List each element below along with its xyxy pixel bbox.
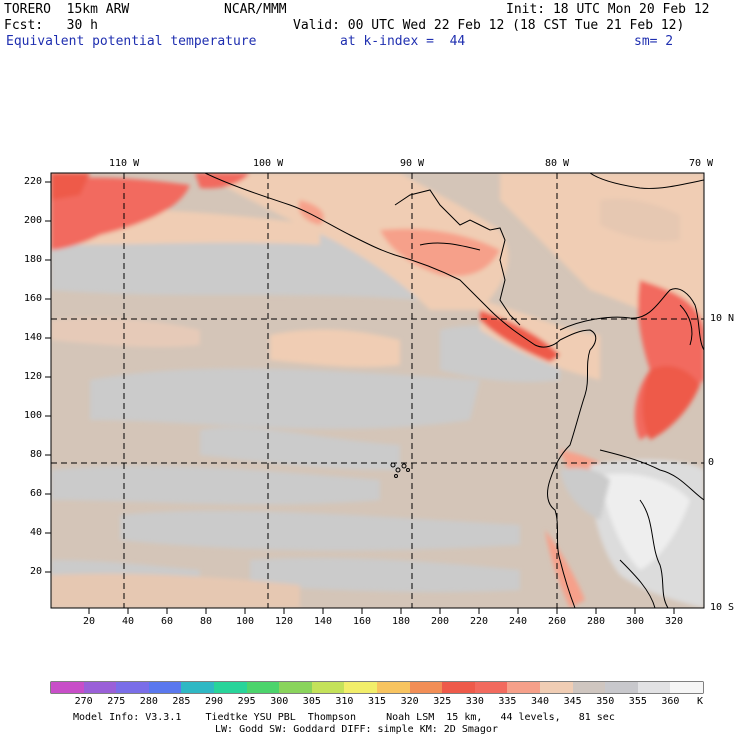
x-tick-label: 300 bbox=[626, 616, 645, 627]
x-tick-label: 200 bbox=[431, 616, 450, 627]
colorbar-swatch bbox=[670, 682, 704, 693]
colorbar-swatch bbox=[474, 682, 508, 693]
colorbar-label: 320 bbox=[400, 696, 419, 707]
colorbar-swatch bbox=[605, 682, 639, 693]
x-tick-label: 40 bbox=[122, 616, 135, 627]
colorbar-label: 315 bbox=[368, 696, 387, 707]
colorbar-label: 290 bbox=[205, 696, 224, 707]
colorbar-label: 340 bbox=[531, 696, 550, 707]
forecast-hour: Fcst: 30 h bbox=[4, 18, 98, 33]
y-tick-label: 80 bbox=[30, 449, 43, 460]
field-name: Equivalent potential temperature bbox=[6, 34, 257, 49]
physics-info: LW: Godd SW: Goddard DIFF: simple KM: 2D… bbox=[215, 724, 498, 735]
map-frame bbox=[50, 172, 705, 609]
x-tick-label: 260 bbox=[548, 616, 567, 627]
level-index: at k-index = 44 bbox=[340, 34, 466, 49]
y-tick-label: 120 bbox=[24, 371, 43, 382]
colorbar-swatch bbox=[637, 682, 671, 693]
colorbar-swatch bbox=[148, 682, 182, 693]
x-tick-label: 60 bbox=[161, 616, 174, 627]
x-tick-label: 80 bbox=[200, 616, 213, 627]
colorbar-label: 270 bbox=[74, 696, 93, 707]
colorbar-swatch bbox=[442, 682, 476, 693]
colorbar-label: 335 bbox=[498, 696, 517, 707]
colorbar-label: 275 bbox=[107, 696, 126, 707]
lat-label: 10 S bbox=[710, 602, 735, 613]
y-tick-label: 60 bbox=[30, 488, 43, 499]
theta-e-field bbox=[51, 173, 704, 608]
x-tick-label: 280 bbox=[587, 616, 606, 627]
init-time: Init: 18 UTC Mon 20 Feb 12 bbox=[506, 2, 710, 17]
y-tick-label: 20 bbox=[30, 566, 43, 577]
y-tick-label: 220 bbox=[24, 176, 43, 187]
colorbar-swatch bbox=[116, 682, 150, 693]
y-tick-label: 100 bbox=[24, 410, 43, 421]
colorbar-swatch bbox=[51, 682, 84, 693]
lon-label: 70 W bbox=[689, 158, 714, 169]
model-info: Model Info: V3.3.1 Tiedtke YSU PBL Thomp… bbox=[73, 712, 615, 723]
colorbar-swatch bbox=[279, 682, 313, 693]
colorbar-label: 345 bbox=[563, 696, 582, 707]
colorbar-swatch bbox=[214, 682, 247, 693]
x-tick-label: 140 bbox=[314, 616, 333, 627]
x-tick-label: 320 bbox=[665, 616, 684, 627]
colorbar-swatch bbox=[540, 682, 573, 693]
y-tick-label: 200 bbox=[24, 215, 43, 226]
lat-label: 10 N bbox=[710, 313, 735, 324]
colorbar-swatch bbox=[572, 682, 606, 693]
colorbar-swatch bbox=[83, 682, 117, 693]
colorbar-label: 285 bbox=[172, 696, 191, 707]
x-tick-label: 120 bbox=[275, 616, 294, 627]
colorbar-label: 350 bbox=[596, 696, 615, 707]
y-tick-label: 160 bbox=[24, 293, 43, 304]
colorbar-swatch bbox=[344, 682, 378, 693]
y-tick-label: 180 bbox=[24, 254, 43, 265]
colorbar-unit: K bbox=[697, 696, 704, 707]
x-tick-label: 220 bbox=[470, 616, 489, 627]
y-tick-label: 140 bbox=[24, 332, 43, 343]
lon-label: 90 W bbox=[400, 158, 425, 169]
colorbar-label: 330 bbox=[465, 696, 484, 707]
colorbar-swatch bbox=[409, 682, 443, 693]
colorbar-label: 280 bbox=[139, 696, 158, 707]
colorbar-swatch bbox=[181, 682, 215, 693]
colorbar-swatch bbox=[246, 682, 280, 693]
colorbar-label: 360 bbox=[661, 696, 680, 707]
lat-lon-grid bbox=[51, 173, 704, 608]
x-tick-label: 180 bbox=[392, 616, 411, 627]
x-tick-label: 160 bbox=[353, 616, 372, 627]
x-tick-label: 20 bbox=[83, 616, 96, 627]
lat-label: 0 bbox=[708, 457, 715, 468]
colorbar-label: 310 bbox=[335, 696, 354, 707]
lon-label: 80 W bbox=[545, 158, 570, 169]
organization: NCAR/MMM bbox=[224, 2, 287, 17]
x-tick-label: 240 bbox=[509, 616, 528, 627]
colorbar-swatch bbox=[311, 682, 345, 693]
colorbar-swatch bbox=[507, 682, 541, 693]
lon-label: 110 W bbox=[109, 158, 140, 169]
colorbar-label: 355 bbox=[628, 696, 647, 707]
colorbar-swatch bbox=[377, 682, 410, 693]
colorbar-label: 300 bbox=[270, 696, 289, 707]
colorbar-label: 325 bbox=[433, 696, 452, 707]
colorbar-label: 305 bbox=[302, 696, 321, 707]
x-tick-label: 100 bbox=[236, 616, 255, 627]
model-name: TORERO 15km ARW bbox=[4, 2, 130, 17]
y-tick-label: 40 bbox=[30, 527, 43, 538]
lon-label: 100 W bbox=[253, 158, 284, 169]
coastlines bbox=[204, 173, 704, 608]
smoothing: sm= 2 bbox=[634, 34, 674, 49]
colorbar-label: 295 bbox=[237, 696, 256, 707]
valid-time: Valid: 00 UTC Wed 22 Feb 12 (18 CST Tue … bbox=[293, 18, 685, 33]
